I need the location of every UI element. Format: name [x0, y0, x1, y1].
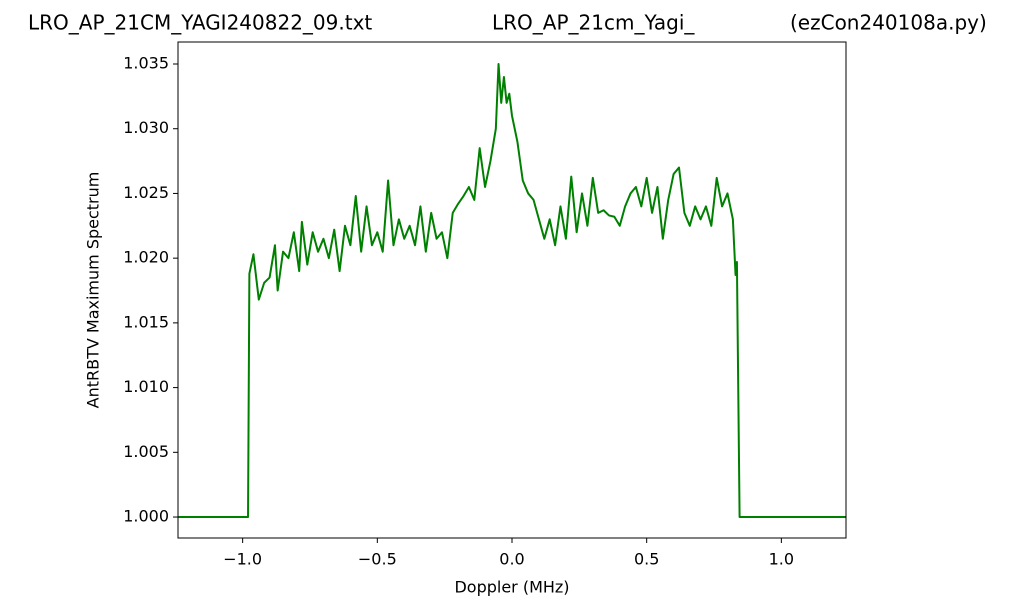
x-tick-label: 1.0 — [769, 550, 794, 569]
title-center: LRO_AP_21cm_Yagi_ — [492, 11, 695, 35]
plot-frame — [177, 41, 847, 539]
x-tick-label: 0.5 — [634, 550, 659, 569]
x-tick-label: −1.0 — [223, 550, 262, 569]
y-tick-label: 1.030 — [123, 118, 169, 137]
title-left: LRO_AP_21CM_YAGI240822_09.txt — [28, 11, 372, 35]
x-axis-label: Doppler (MHz) — [454, 578, 569, 597]
x-tick-label: −0.5 — [358, 550, 397, 569]
y-tick-label: 1.020 — [123, 248, 169, 267]
y-tick-label: 1.015 — [123, 312, 169, 331]
y-tick-label: 1.010 — [123, 377, 169, 396]
y-tick-label: 1.035 — [123, 54, 169, 73]
y-axis-label: AntRBTV Maximum Spectrum — [84, 172, 103, 409]
x-tick-label: 0.0 — [499, 550, 524, 569]
y-tick-label: 1.025 — [123, 183, 169, 202]
title-right: (ezCon240108a.py) — [790, 11, 987, 35]
y-tick-label: 1.005 — [123, 442, 169, 461]
data-line — [178, 63, 846, 519]
y-tick-label: 1.000 — [123, 507, 169, 526]
